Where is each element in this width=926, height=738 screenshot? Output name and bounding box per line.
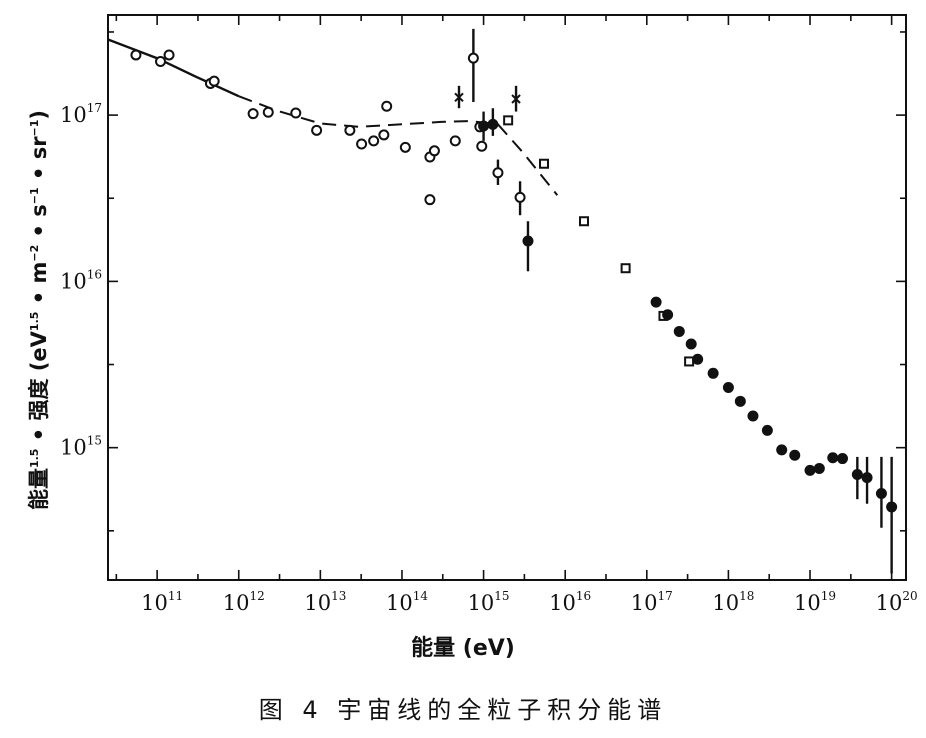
filled-circle-point <box>662 309 674 321</box>
ylabel-sr-exp: −1 <box>28 119 41 137</box>
x-axis-ticks: 1011 1012 1013 1014 1015 1016 1017 1018 1019 1020 <box>115 15 918 615</box>
open-square-point <box>503 115 514 126</box>
figure-caption: 图 4 宇宙线的全粒子积分能谱 <box>258 696 668 724</box>
open-square-point <box>538 158 549 169</box>
cross-point <box>511 94 521 104</box>
open-circle-point <box>492 167 504 179</box>
cross-stroke-b <box>454 92 464 102</box>
open-circle-point <box>344 124 356 136</box>
filled-circle-point <box>851 468 863 480</box>
x-tick-label: 1018 <box>712 589 754 615</box>
y-axis-ticks: 1015 1016 1017 <box>60 31 906 532</box>
filled-circle-point <box>813 462 825 474</box>
filled-circle-point <box>861 472 873 484</box>
data-points <box>130 49 898 513</box>
open-circle-point <box>130 49 142 61</box>
filled-circle-point <box>522 235 534 247</box>
ylabel-m: • m <box>27 261 51 312</box>
plot-frame <box>107 14 907 581</box>
filled-circle-point <box>734 395 746 407</box>
open-circle-point <box>424 194 436 206</box>
cross-stroke-b <box>511 94 521 104</box>
cross-point <box>454 92 464 102</box>
axes-frame <box>107 14 907 581</box>
filled-circle-point <box>487 118 499 130</box>
filled-circle-point <box>827 452 839 464</box>
ylabel-s-exp: −1 <box>28 187 41 205</box>
filled-circle-point <box>776 444 788 456</box>
x-tick-label: 1020 <box>876 589 918 615</box>
open-circle-point <box>155 56 167 68</box>
x-tick-label: 1015 <box>468 589 510 615</box>
solid-fit-curve <box>107 38 240 98</box>
ylabel-mid-exp: 1.5 <box>28 311 41 332</box>
open-circle-point <box>262 106 274 118</box>
open-circle-point <box>208 75 220 87</box>
filled-circle-point <box>722 382 734 394</box>
filled-circle-point <box>875 488 887 500</box>
open-circle-point <box>399 141 411 153</box>
error-bars <box>457 28 893 574</box>
open-circle-point <box>163 49 175 61</box>
ylabel-mid: • 强度 (eV <box>27 331 51 449</box>
ylabel-close: ) <box>27 109 51 120</box>
open-square-point <box>684 356 695 367</box>
y-tick-label: 1015 <box>60 434 102 460</box>
filled-circle-point <box>707 367 719 379</box>
filled-circle-point <box>692 353 704 365</box>
x-axis-label: 能量 (eV) <box>411 636 515 661</box>
filled-circle-point <box>685 338 697 350</box>
x-tick-label: 1016 <box>549 589 591 615</box>
ylabel-m-exp: −2 <box>28 244 41 262</box>
open-circle-point <box>428 145 440 157</box>
open-circle-point <box>449 135 461 147</box>
open-circle-point <box>368 135 380 147</box>
x-tick-label: 1011 <box>141 589 183 615</box>
open-circle-point <box>514 191 526 203</box>
open-circle-point <box>311 124 323 136</box>
x-tick-label: 1019 <box>794 589 836 615</box>
open-circle-point <box>378 129 390 141</box>
filled-circle-point <box>836 453 848 465</box>
ylabel-sr: • sr <box>27 136 51 188</box>
x-tick-label: 1014 <box>386 589 428 615</box>
open-circle-point <box>476 140 488 152</box>
open-circle-point <box>356 138 368 150</box>
filled-circle-point <box>886 501 898 513</box>
ylabel-s: • s <box>27 204 51 245</box>
filled-circle-point <box>804 464 816 476</box>
fit-curves <box>107 38 559 196</box>
filled-circle-point <box>747 410 759 422</box>
open-circle-point <box>290 107 302 119</box>
y-axis-label: 能量1.5 • 强度 (eV1.5 • m−2 • s−1 • sr−1) <box>23 110 53 510</box>
y-tick-label: 1017 <box>60 101 102 127</box>
open-square-point <box>620 263 631 274</box>
ylabel-prefix: 能量 <box>27 468 51 511</box>
ylabel-prefix-exp: 1.5 <box>28 448 41 469</box>
open-circle-point <box>381 100 393 112</box>
open-circle-point <box>467 52 479 64</box>
open-circle-point <box>247 108 259 120</box>
x-tick-label: 1013 <box>304 589 346 615</box>
filled-circle-point <box>789 449 801 461</box>
filled-circle-point <box>673 325 685 337</box>
open-square-point <box>578 216 589 227</box>
x-tick-label: 1012 <box>223 589 265 615</box>
dashed-fit-curve <box>238 95 559 196</box>
filled-circle-point <box>478 120 490 132</box>
x-tick-label: 1017 <box>631 589 673 615</box>
y-tick-label: 1016 <box>60 267 102 293</box>
filled-circle-point <box>650 296 662 308</box>
filled-circle-point <box>761 424 773 436</box>
